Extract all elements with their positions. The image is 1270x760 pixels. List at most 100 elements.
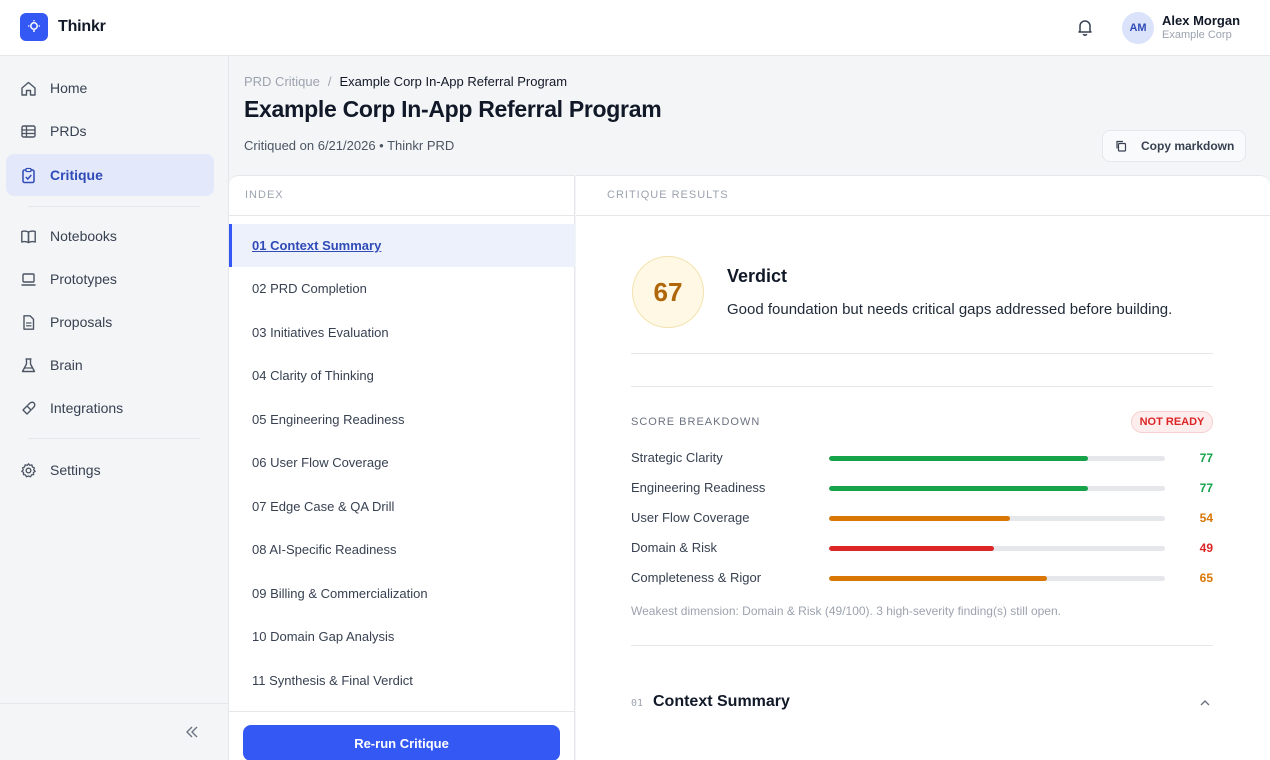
logo-icon[interactable] — [20, 13, 48, 41]
metric-row: User Flow Coverage 54 — [631, 508, 1213, 528]
collapse-sidebar-icon[interactable] — [182, 722, 202, 742]
metric-bar-fill — [829, 546, 994, 551]
metric-value: 77 — [1199, 451, 1213, 465]
sidebar-divider — [28, 206, 200, 207]
results-heading: CRITIQUE RESULTS — [576, 176, 1270, 216]
metric-bar-fill — [829, 516, 1011, 521]
plug-icon — [20, 400, 37, 417]
book-icon — [20, 228, 37, 245]
metric-value: 49 — [1199, 541, 1213, 555]
sidebar-item-proposals[interactable]: Proposals — [6, 301, 214, 343]
sidebar-divider — [28, 438, 200, 439]
top-bar: Thinkr AM Alex Morgan Example Corp — [0, 0, 1270, 56]
metric-value: 54 — [1199, 511, 1213, 525]
critique-meta: Critiqued on 6/21/2026 • Thinkr PRD — [244, 138, 455, 153]
metric-row: Domain & Risk 49 — [631, 538, 1213, 558]
metric-row: Strategic Clarity 77 — [631, 448, 1213, 468]
sidebar-item-label: PRDs — [50, 123, 87, 139]
breadcrumb-parent-link[interactable]: PRD Critique — [244, 74, 320, 89]
metric-bar — [829, 516, 1165, 521]
index-item-user-flow-coverage[interactable]: 06 User Flow Coverage — [252, 455, 389, 470]
overall-score: 67 — [632, 256, 704, 328]
index-heading: INDEX — [229, 176, 574, 216]
index-panel: INDEX 01 Context Summary 02 PRD Completi… — [229, 175, 575, 760]
sidebar-footer-divider — [0, 703, 229, 704]
verdict-text: Good foundation but needs critical gaps … — [727, 301, 1173, 318]
sidebar-item-label: Prototypes — [50, 271, 117, 287]
chevron-up-icon[interactable] — [1198, 696, 1212, 710]
gear-icon — [20, 462, 37, 479]
user-name[interactable]: Alex Morgan — [1162, 13, 1241, 28]
user-org: Example Corp — [1162, 29, 1232, 41]
weakest-dimension-note: Weakest dimension: Domain & Risk (49/100… — [631, 604, 1061, 618]
sidebar-item-label: Home — [50, 80, 88, 96]
metric-value: 65 — [1199, 571, 1213, 585]
sidebar-item-integrations[interactable]: Integrations — [6, 387, 214, 429]
metric-bar-fill — [829, 486, 1088, 491]
index-item-domain-gap-analysis[interactable]: 10 Domain Gap Analysis — [252, 629, 395, 644]
page-title: Example Corp In-App Referral Program — [244, 96, 662, 122]
sidebar-item-label: Brain — [50, 357, 83, 373]
sidebar: Home PRDs Critique Notebooks Prototypes … — [0, 56, 229, 760]
document-icon — [20, 314, 37, 331]
metric-row: Completeness & Rigor 65 — [631, 568, 1213, 588]
metric-name: Strategic Clarity — [631, 450, 723, 465]
verdict-title: Verdict — [727, 266, 788, 286]
index-item-synthesis-final-verdict[interactable]: 11 Synthesis & Final Verdict — [252, 673, 413, 688]
home-icon — [20, 80, 37, 97]
metric-name: Engineering Readiness — [631, 480, 766, 495]
metric-value: 77 — [1199, 481, 1213, 495]
divider — [631, 645, 1213, 646]
metric-bar-fill — [829, 576, 1048, 581]
app-name: Thinkr — [58, 18, 106, 35]
metric-bar — [829, 486, 1165, 491]
flask-icon — [20, 357, 37, 374]
copy-markdown-label: Copy markdown — [1141, 139, 1235, 153]
metric-bar-fill — [829, 456, 1088, 461]
index-item-ai-specific-readiness[interactable]: 08 AI-Specific Readiness — [252, 542, 397, 557]
sidebar-item-brain[interactable]: Brain — [6, 344, 214, 386]
metric-name: User Flow Coverage — [631, 510, 750, 525]
sidebar-item-label: Notebooks — [50, 228, 117, 244]
score-breakdown-label: SCORE BREAKDOWN — [631, 416, 761, 428]
breadcrumb-current: Example Corp In-App Referral Program — [339, 74, 568, 89]
clipboard-check-icon — [20, 167, 37, 184]
laptop-icon — [20, 271, 37, 288]
sidebar-item-settings[interactable]: Settings — [6, 449, 214, 491]
table-icon — [20, 123, 37, 140]
sidebar-item-notebooks[interactable]: Notebooks — [6, 215, 214, 257]
rerun-critique-button[interactable]: Re-run Critique — [243, 725, 560, 760]
sidebar-item-label: Critique — [50, 167, 103, 183]
bell-icon[interactable] — [1075, 17, 1095, 37]
breadcrumb-separator: / — [327, 74, 332, 89]
results-panel: CRITIQUE RESULTS 67 Verdict Good foundat… — [576, 175, 1270, 760]
copy-markdown-button[interactable]: Copy markdown — [1102, 130, 1246, 162]
section-number: 01 — [631, 698, 644, 709]
index-item-initiatives-evaluation[interactable]: 03 Initiatives Evaluation — [252, 325, 389, 340]
sidebar-item-critique[interactable]: Critique — [6, 154, 214, 196]
index-item-context-summary[interactable]: 01 Context Summary — [229, 224, 575, 267]
index-item-clarity-of-thinking[interactable]: 04 Clarity of Thinking — [252, 368, 374, 383]
metric-name: Completeness & Rigor — [631, 570, 762, 585]
divider — [631, 353, 1213, 354]
copy-icon — [1115, 140, 1127, 152]
divider — [631, 386, 1213, 387]
metric-bar — [829, 456, 1165, 461]
index-item-prd-completion[interactable]: 02 PRD Completion — [252, 281, 367, 296]
section-title[interactable]: Context Summary — [653, 693, 790, 710]
sidebar-item-label: Settings — [50, 462, 101, 478]
index-item-engineering-readiness[interactable]: 05 Engineering Readiness — [252, 412, 405, 427]
index-item-edge-case-qa-drill[interactable]: 07 Edge Case & QA Drill — [252, 499, 395, 514]
rerun-footer: Re-run Critique — [229, 711, 575, 760]
metric-bar — [829, 576, 1165, 581]
sidebar-item-prototypes[interactable]: Prototypes — [6, 258, 214, 300]
metric-row: Engineering Readiness 77 — [631, 478, 1213, 498]
status-badge: NOT READY — [1131, 411, 1213, 433]
sidebar-item-home[interactable]: Home — [6, 67, 214, 109]
active-indicator — [229, 224, 232, 267]
index-item-billing-commercialization[interactable]: 09 Billing & Commercialization — [252, 586, 428, 601]
avatar[interactable]: AM — [1122, 12, 1154, 44]
sidebar-item-prds[interactable]: PRDs — [6, 110, 214, 152]
sidebar-item-label: Proposals — [50, 314, 113, 330]
breadcrumb: PRD Critique / Example Corp In-App Referra… — [244, 74, 567, 89]
